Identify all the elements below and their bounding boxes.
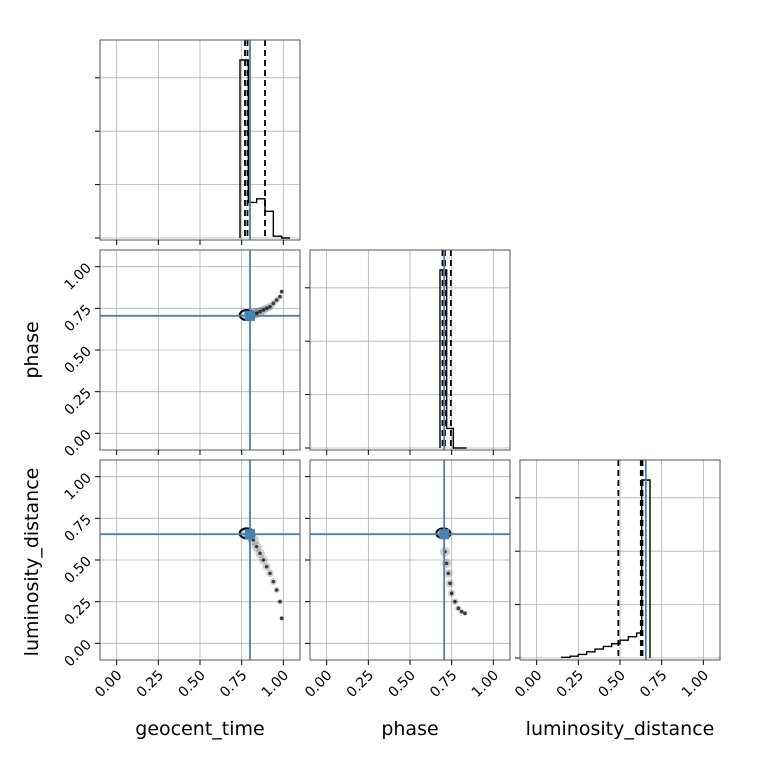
sample-point	[271, 579, 276, 584]
sample-point	[274, 588, 279, 592]
sample-point	[279, 616, 284, 621]
sample-point	[264, 564, 269, 569]
x-tick-label: 0.25	[134, 668, 167, 701]
sample-point	[254, 544, 259, 549]
x-tick-label: 0.75	[427, 668, 460, 701]
sample-point	[278, 294, 282, 299]
x-tick-label: 0.50	[175, 668, 208, 701]
xlabel-luminosity-distance: luminosity_distance	[526, 718, 715, 740]
sample-point	[459, 609, 464, 614]
x-tick-label: 0.25	[554, 668, 587, 701]
sample-point	[278, 599, 282, 604]
y-tick-label: 0.75	[61, 302, 94, 335]
sample-point	[453, 599, 457, 604]
sample-point	[271, 301, 276, 306]
x-tick-label: 0.75	[637, 668, 670, 701]
sample-point	[268, 571, 272, 576]
truth-marker	[245, 529, 255, 540]
x-tick-label: 0.50	[595, 668, 628, 701]
y-tick-label: 0.25	[61, 385, 94, 418]
ylabel-luminosity-distance: luminosity_distance	[21, 468, 43, 657]
x-tick-label: 0.25	[344, 668, 377, 701]
x-tick-label: 0.00	[302, 668, 335, 701]
sample-point	[279, 289, 284, 294]
x-tick-label: 1.00	[679, 668, 712, 701]
y-tick-label: 1.00	[61, 260, 94, 293]
sample-point	[264, 306, 269, 311]
sample-point	[448, 581, 452, 586]
y-tick-label: 0.50	[61, 344, 94, 377]
sample-point	[261, 558, 266, 562]
x-tick-label: 1.00	[259, 668, 292, 701]
sample-point	[258, 309, 262, 314]
x-tick-label: 1.00	[469, 668, 502, 701]
y-tick-label: 0.00	[61, 427, 94, 460]
histogram-luminosity_distance	[560, 479, 651, 658]
y-tick-label: 0.25	[61, 595, 94, 628]
sample-point	[463, 611, 467, 616]
y-tick-label: 0.00	[61, 637, 94, 670]
histogram-phase	[439, 269, 467, 449]
xlabel-phase: phase	[381, 718, 438, 740]
sample-point	[254, 311, 259, 316]
sample-point	[449, 591, 454, 596]
sample-point	[274, 298, 279, 302]
y-tick-label: 0.75	[61, 512, 94, 545]
sample-point	[456, 606, 461, 611]
truth-marker	[245, 310, 255, 321]
y-tick-label: 0.50	[61, 554, 94, 587]
x-tick-label: 0.75	[217, 668, 250, 701]
ylabel-phase: phase	[21, 321, 43, 378]
sample-point	[444, 561, 449, 566]
sample-point	[258, 551, 262, 556]
truth-marker	[439, 529, 450, 540]
sample-point	[268, 304, 272, 309]
sample-point	[446, 571, 451, 576]
sample-point	[261, 308, 266, 312]
xlabel-geocent-time: geocent_time	[135, 718, 264, 740]
x-tick-label: 0.00	[512, 668, 545, 701]
x-tick-label: 0.00	[92, 668, 125, 701]
x-tick-label: 0.50	[385, 668, 418, 701]
y-tick-label: 1.00	[61, 470, 94, 503]
